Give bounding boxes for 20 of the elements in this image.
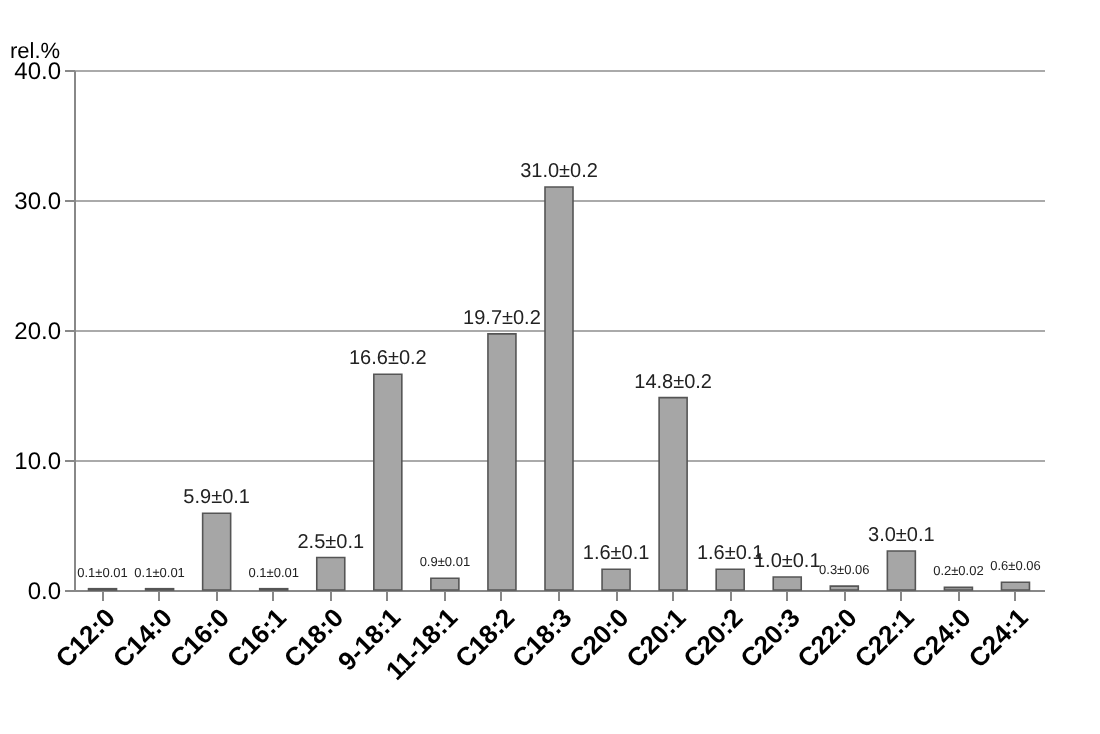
y-tick-label: 10.0 (14, 447, 62, 475)
bar (886, 550, 917, 591)
bar (601, 568, 631, 591)
data-label: 3.0±0.1 (868, 525, 936, 547)
data-label: 16.6±0.2 (348, 348, 428, 371)
data-label: 5.9±0.1 (183, 487, 251, 510)
y-tick-label: 0.0 (27, 577, 62, 605)
bar (201, 512, 232, 591)
data-label: 14.8±0.2 (634, 371, 713, 394)
data-label: 31.0±0.2 (520, 161, 599, 183)
y-tick-label: 20.0 (14, 317, 62, 345)
y-tick-label: 30.0 (14, 187, 62, 215)
data-label: 2.5±0.1 (297, 531, 365, 554)
bar (715, 568, 745, 591)
data-label: 19.7±0.2 (463, 307, 542, 330)
bar (1000, 581, 1031, 591)
bar (315, 556, 346, 591)
bar (430, 577, 460, 591)
bar (772, 576, 803, 591)
data-label: 1.6±0.1 (582, 543, 651, 566)
